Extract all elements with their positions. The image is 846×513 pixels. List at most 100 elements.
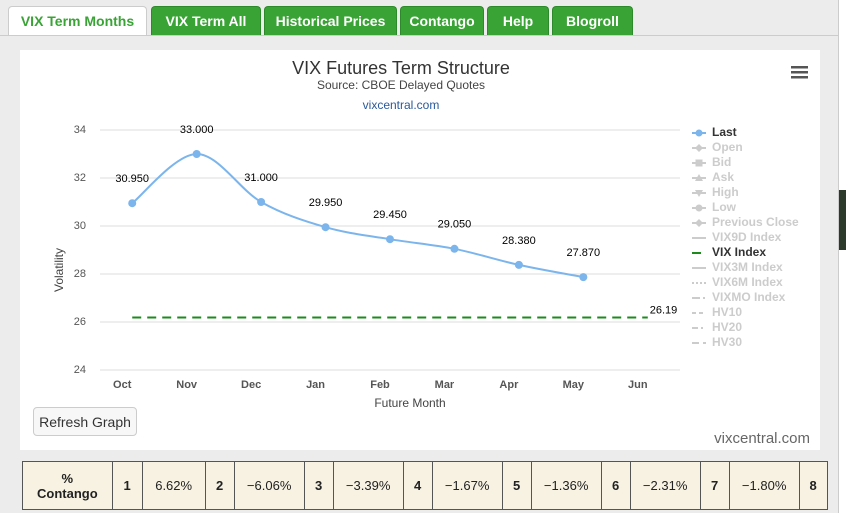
legend-item[interactable]: Open	[692, 140, 743, 154]
x-tick-label: Mar	[435, 379, 455, 391]
legend-label: High	[712, 185, 739, 199]
y-tick-label: 28	[74, 268, 86, 280]
legend-item[interactable]: VIXMO Index	[692, 290, 786, 304]
table-cell: 3	[303, 461, 334, 510]
menu-icon[interactable]	[791, 66, 808, 79]
legend-item[interactable]: Previous Close	[692, 215, 799, 229]
legend-marker	[695, 190, 703, 197]
tab[interactable]: Contango	[400, 6, 484, 35]
data-point	[579, 273, 588, 282]
tab[interactable]: VIX Term Months	[8, 6, 147, 35]
x-tick-label: Oct	[113, 379, 132, 391]
data-label: 29.950	[309, 197, 343, 209]
legend-label: Low	[712, 200, 737, 214]
y-tick-label: 34	[74, 124, 86, 136]
legend-label: VIX9D Index	[712, 230, 782, 244]
sidebar-edge	[838, 0, 846, 513]
data-label: 33.000	[180, 124, 214, 136]
table-cell: 2	[204, 461, 235, 510]
table-cell: 4	[402, 461, 433, 510]
table-cell: −1.36%	[530, 461, 602, 510]
legend-item[interactable]: High	[692, 185, 739, 199]
x-tick-label: Apr	[499, 379, 519, 391]
table-cell: −6.06%	[233, 461, 305, 510]
chart-subtitle: Source: CBOE Delayed Quotes	[317, 78, 485, 92]
y-axis-label: Volatility	[52, 248, 66, 292]
legend-marker	[695, 174, 703, 181]
legend-label: HV30	[712, 335, 742, 349]
x-tick-label: Nov	[176, 379, 198, 391]
refresh-button[interactable]: Refresh Graph	[33, 407, 137, 436]
chart-title: VIX Futures Term Structure	[292, 58, 510, 78]
legend-item[interactable]: HV30	[692, 335, 742, 349]
legend-label: VIX6M Index	[712, 275, 783, 289]
legend-label: VIX Index	[712, 245, 766, 259]
legend-item[interactable]: HV10	[692, 305, 742, 319]
legend-item[interactable]: VIX Index	[692, 245, 766, 259]
data-point	[192, 150, 201, 158]
x-axis-label: Future Month	[374, 396, 445, 410]
table-cell: % Contango	[22, 461, 113, 510]
watermark: vixcentral.com	[714, 430, 810, 447]
legend-item[interactable]: Last	[692, 125, 737, 139]
data-point	[450, 244, 459, 253]
y-tick-label: 32	[74, 172, 86, 184]
tab[interactable]: Help	[487, 6, 549, 35]
data-label: 26.19	[650, 304, 678, 316]
legend-marker	[695, 204, 703, 212]
y-tick-label: 24	[74, 364, 86, 376]
x-tick-label: Feb	[370, 379, 390, 391]
y-tick-label: 26	[74, 316, 86, 328]
chart-credit[interactable]: vixcentral.com	[363, 98, 440, 112]
data-point	[321, 223, 330, 232]
data-label: 30.950	[115, 173, 149, 185]
tab[interactable]: VIX Term All	[151, 6, 261, 35]
legend-item[interactable]: Ask	[692, 170, 734, 184]
x-tick-label: Dec	[241, 379, 261, 391]
series-line	[131, 152, 584, 279]
legend-item[interactable]: VIX9D Index	[692, 230, 782, 244]
y-tick-label: 30	[74, 220, 86, 232]
contango-table: % Contango 1 6.62% 2 −6.06% 3 −3.39% 4 −1.67% 5 −1…	[22, 461, 828, 510]
legend-label: HV10	[712, 305, 742, 319]
legend-label: Open	[712, 140, 743, 154]
legend-item[interactable]: VIX6M Index	[692, 275, 783, 289]
legend-marker	[695, 219, 703, 227]
legend-label: Bid	[712, 155, 731, 169]
data-point	[514, 260, 523, 269]
chart: VIX Futures Term Structure Source: CBOE …	[52, 58, 808, 410]
table-cell: −1.80%	[728, 461, 800, 510]
table-cell: 7	[699, 461, 730, 510]
legend-item[interactable]: VIX3M Index	[692, 260, 783, 274]
data-label: 27.870	[567, 247, 601, 259]
legend-item[interactable]: Low	[692, 200, 737, 214]
x-tick-label: Jun	[628, 379, 648, 391]
legend-marker	[695, 129, 703, 137]
table-cell: −1.67%	[431, 461, 503, 510]
legend-label: HV20	[712, 320, 742, 334]
sidebar-block	[839, 190, 846, 250]
table-cell: 6	[600, 461, 631, 510]
legend-marker	[695, 159, 703, 167]
tab[interactable]: Historical Prices	[264, 6, 397, 35]
legend-label: VIXMO Index	[712, 290, 786, 304]
table-cell: 6.62%	[141, 461, 206, 510]
tab[interactable]: Blogroll	[552, 6, 633, 35]
table-cell: 1	[111, 461, 143, 510]
legend-item[interactable]: Bid	[692, 155, 731, 169]
legend-label: VIX3M Index	[712, 260, 783, 274]
data-label: 29.050	[438, 219, 472, 231]
data-point	[257, 198, 266, 206]
table-cell: 5	[501, 461, 532, 510]
legend-item[interactable]: HV20	[692, 320, 742, 334]
data-label: 29.450	[373, 209, 407, 221]
data-point	[128, 199, 137, 208]
data-label: 28.380	[502, 235, 536, 247]
x-tick-label: May	[563, 379, 585, 391]
legend-label: Previous Close	[712, 215, 799, 229]
table-row: % Contango 1 6.62% 2 −6.06% 3 −3.39% 4 −1.67% 5 −1…	[22, 461, 828, 510]
table-cell: −2.31%	[629, 461, 701, 510]
legend-marker	[695, 144, 703, 152]
data-label: 31.000	[244, 172, 278, 184]
